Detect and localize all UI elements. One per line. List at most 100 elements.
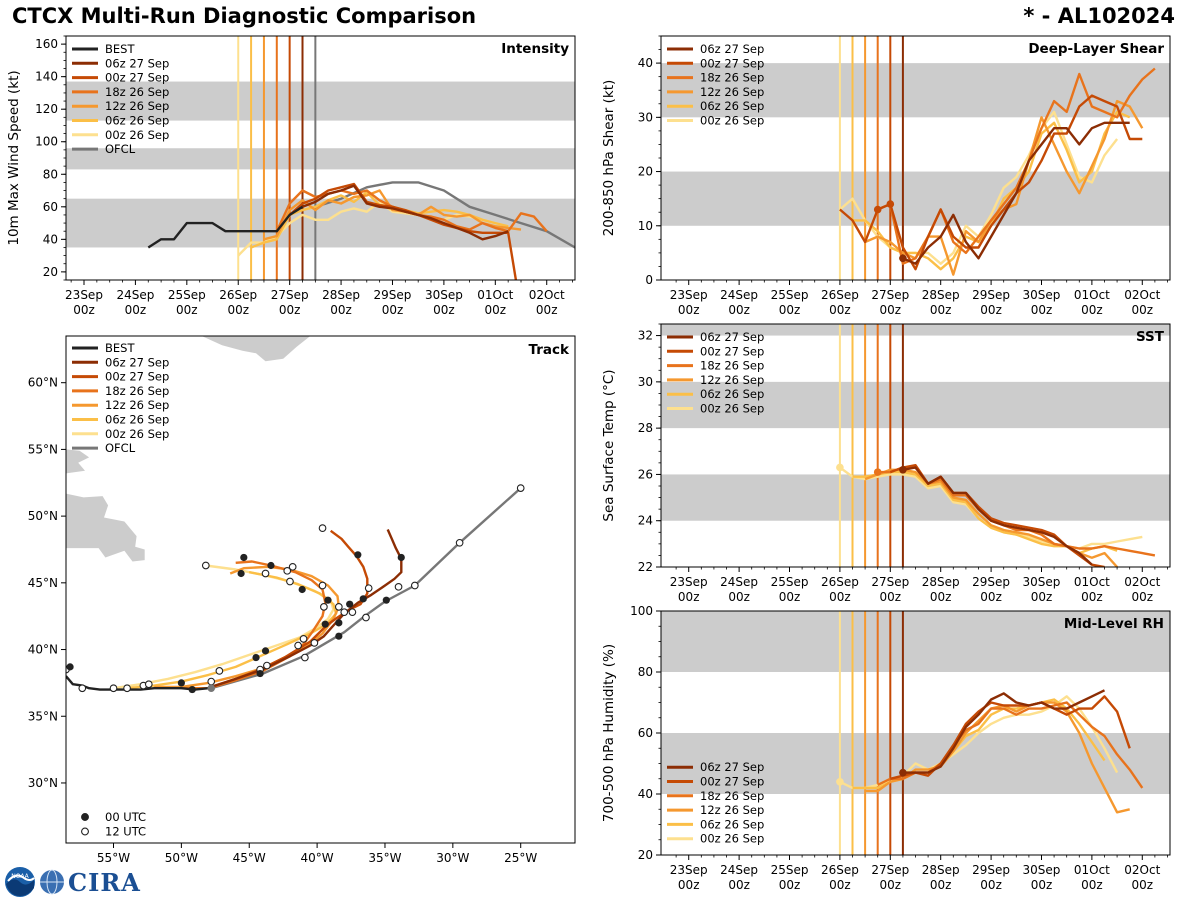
- track-point-12utc: [455, 538, 464, 547]
- track-point-12utc: [334, 602, 343, 611]
- panel-track: 55°W 50°W 45°W 40°W 35°W 30°W 25°W 30°N 35°N 40°N…: [28, 335, 576, 865]
- rh-xtick-label: 01Oct 00z: [1074, 863, 1110, 892]
- rh-xtick-label: 27Sep 00z: [871, 863, 909, 892]
- sst-xtick-label: 24Sep 00z: [720, 575, 758, 604]
- shear-xtick-label: 30Sep 00z: [1023, 288, 1061, 317]
- intensity-series-12z-26-sep: [263, 189, 522, 241]
- rh-legend-label-18z-26-sep: 18z 26 Sep: [700, 789, 764, 803]
- track-point-00utc: [335, 619, 343, 627]
- track-land-1: [66, 449, 90, 474]
- track-xtick-label: 50°W: [165, 851, 198, 865]
- shear-series-06z-27-sep: [902, 121, 1130, 265]
- track-point-00utc: [321, 620, 329, 628]
- intensity-xtick-label: 02Oct 00z: [529, 288, 565, 317]
- sst-xtick-label: 28Sep 00z: [922, 575, 960, 604]
- panel-rh: 20 40 60 80 100 23Sep 00z 24Sep 00z 25Sep 00z 26Sep…: [601, 604, 1171, 892]
- track-legend-label-18z-26-sep: 18z 26 Sep: [105, 384, 169, 398]
- shear-marker-06z-27-sep: [899, 254, 907, 263]
- shear-title: Deep-Layer Shear: [1028, 41, 1164, 57]
- track-series-18z-26-sep: [181, 560, 327, 690]
- track-point-12utc: [286, 577, 294, 586]
- intensity-legend-label-ofcl: OFCL: [105, 142, 136, 156]
- track-point-12utc: [516, 484, 525, 492]
- track-ytick-label: 50°N: [28, 509, 58, 523]
- cira-logo-text: CIRA: [68, 867, 141, 897]
- track-legend-label-06z-27-sep: 06z 27 Sep: [105, 355, 169, 369]
- track-point-00utc: [240, 553, 248, 562]
- page-title: CTCX Multi-Run Diagnostic Comparison: [12, 4, 477, 28]
- shear-marker-00z-27-sep: [873, 205, 882, 214]
- track-land-0: [201, 336, 311, 362]
- track-point-12utc: [78, 684, 87, 693]
- intensity-ytick-label: 40: [43, 232, 58, 246]
- rh-xtick-label: 26Sep 00z: [821, 863, 859, 892]
- track-point-12utc: [109, 684, 118, 693]
- storm-id-label: * - AL102024: [1023, 4, 1175, 28]
- intensity-legend-label-00z-27-sep: 00z 27 Sep: [105, 71, 169, 85]
- shear-series-18z-26-sep: [877, 67, 1156, 265]
- intensity-ytick-label: 120: [35, 102, 58, 116]
- track-point-00utc: [324, 596, 332, 604]
- shear-xtick-label: 28Sep 00z: [922, 288, 960, 317]
- sst-xtick-label: 26Sep 00z: [821, 575, 859, 604]
- sst-band-2: [661, 324, 1170, 336]
- sst-legend-label-12z-26-sep: 12z 26 Sep: [700, 373, 764, 387]
- intensity-band-2: [66, 81, 575, 121]
- rh-legend-label-00z-26-sep: 00z 26 Sep: [700, 832, 764, 846]
- track-point-12utc: [144, 680, 153, 689]
- shear-ytick-label: 0: [645, 273, 653, 287]
- track-point-12utc: [123, 684, 131, 693]
- track-series-ofcl: [210, 487, 522, 690]
- intensity-xtick-label: 29Sep 00z: [374, 288, 412, 317]
- shear-legend-label-18z-26-sep: 18z 26 Sep: [700, 71, 764, 85]
- track-point-12utc: [288, 562, 297, 571]
- track-legend-label-best: BEST: [105, 341, 135, 355]
- panel-shear: 0 10 20 30 40 23Sep 00z 24Sep 00z 25Sep 00z 26Sep 00…: [601, 35, 1171, 317]
- track-point-00utc: [397, 553, 405, 562]
- shear-xtick-label: 27Sep 00z: [871, 288, 909, 317]
- track-marker-legend-dot: [81, 813, 89, 821]
- logo-bar: NOAA CIRA: [4, 866, 141, 898]
- track-point-12utc: [294, 641, 302, 650]
- shear-plot-area: [661, 36, 1170, 280]
- shear-xtick-label: 25Sep 00z: [771, 288, 809, 317]
- shear-legend-label-06z-27-sep: 06z 27 Sep: [700, 42, 764, 56]
- sst-ytick-label: 30: [638, 375, 653, 389]
- sst-band-0: [661, 474, 1170, 521]
- intensity-ytick-label: 140: [35, 70, 58, 84]
- track-series-06z-27-sep: [210, 529, 403, 689]
- sst-title: SST: [1136, 329, 1165, 345]
- sst-xtick-label: 02Oct 00z: [1124, 575, 1160, 604]
- sst-band-1: [661, 381, 1170, 429]
- track-point-12utc: [261, 569, 270, 578]
- panel-intensity: 20 40 60 80 100 120 140 160 23Sep 00z 24Sep 00z 25Se…: [6, 35, 576, 317]
- shear-xtick-label: 02Oct 00z: [1124, 288, 1160, 317]
- track-xtick-label: 55°W: [97, 851, 130, 865]
- intensity-title: Intensity: [501, 41, 569, 57]
- sst-xtick-label: 30Sep 00z: [1023, 575, 1061, 604]
- intensity-series-00z-27-sep: [288, 182, 518, 280]
- rh-ytick-label: 80: [638, 665, 653, 679]
- intensity-xtick-label: 27Sep 00z: [271, 288, 309, 317]
- shear-xtick-label: 24Sep 00z: [720, 288, 758, 317]
- shear-xtick-label: 29Sep 00z: [972, 288, 1010, 317]
- rh-legend-label-06z-26-sep: 06z 26 Sep: [700, 817, 764, 831]
- track-point-ofcl: [207, 684, 216, 693]
- sst-xtick-label: 23Sep 00z: [670, 575, 708, 604]
- svg-text:NOAA: NOAA: [11, 873, 29, 880]
- sst-ytick-label: 28: [638, 421, 653, 435]
- intensity-legend-label-00z-26-sep: 00z 26 Sep: [105, 128, 169, 142]
- track-point-12utc: [301, 653, 309, 662]
- track-ytick-label: 60°N: [28, 376, 58, 390]
- track-point-12utc: [310, 639, 319, 647]
- rh-ytick-label: 40: [638, 787, 653, 801]
- rh-ytick-label: 60: [638, 726, 653, 740]
- intensity-series-06z-27-sep: [302, 184, 509, 241]
- shear-ytick-label: 40: [638, 56, 653, 70]
- noaa-logo-icon: NOAA: [5, 867, 35, 897]
- shear-legend-label-00z-27-sep: 00z 27 Sep: [700, 56, 764, 70]
